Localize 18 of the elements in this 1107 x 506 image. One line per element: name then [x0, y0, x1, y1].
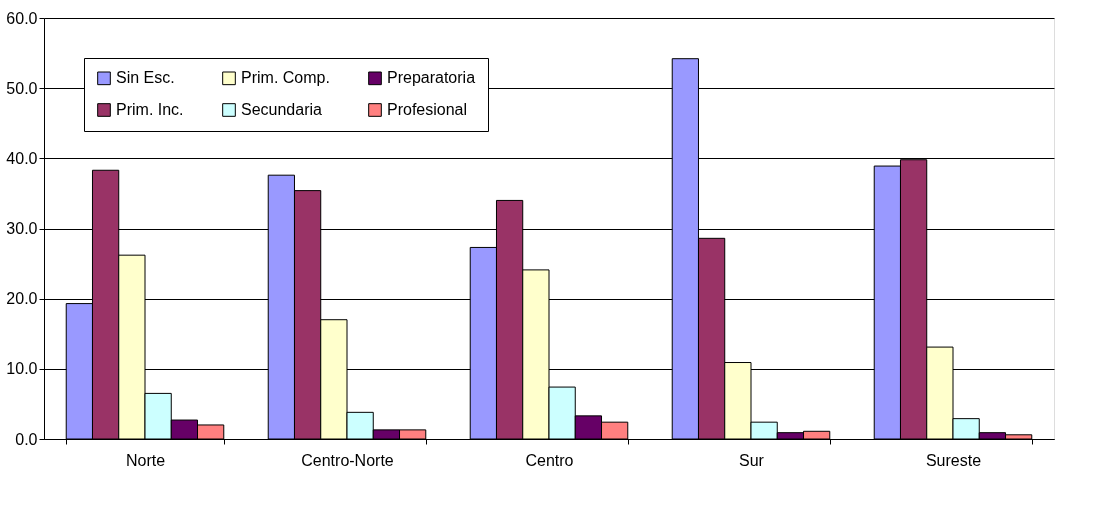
legend-label: Secundaria [241, 101, 323, 118]
x-tick-label: Sureste [925, 451, 982, 469]
y-tick-label: 60.0 [6, 9, 38, 27]
y-tick-label: 20.0 [6, 290, 38, 308]
y-tick-label: 50.0 [6, 79, 38, 97]
legend-label: Prim. Inc. [116, 101, 184, 118]
legend-label: Sin Esc. [116, 69, 175, 87]
y-tick-label: 30.0 [6, 220, 38, 237]
x-tick-label: Centro [525, 451, 574, 469]
x-tick-label: Norte [125, 451, 166, 469]
y-tick-label: 10.0 [6, 360, 38, 378]
legend-label: Prim. Comp. [241, 69, 330, 87]
legend-label: Profesional [387, 101, 468, 118]
x-tick-label: Centro-Norte [301, 451, 394, 469]
legend-label: Preparatoria [387, 69, 476, 87]
y-tick-label: 40.0 [6, 149, 38, 167]
x-tick-label: Sur [739, 451, 765, 469]
y-tick-label: 0.0 [15, 430, 38, 448]
